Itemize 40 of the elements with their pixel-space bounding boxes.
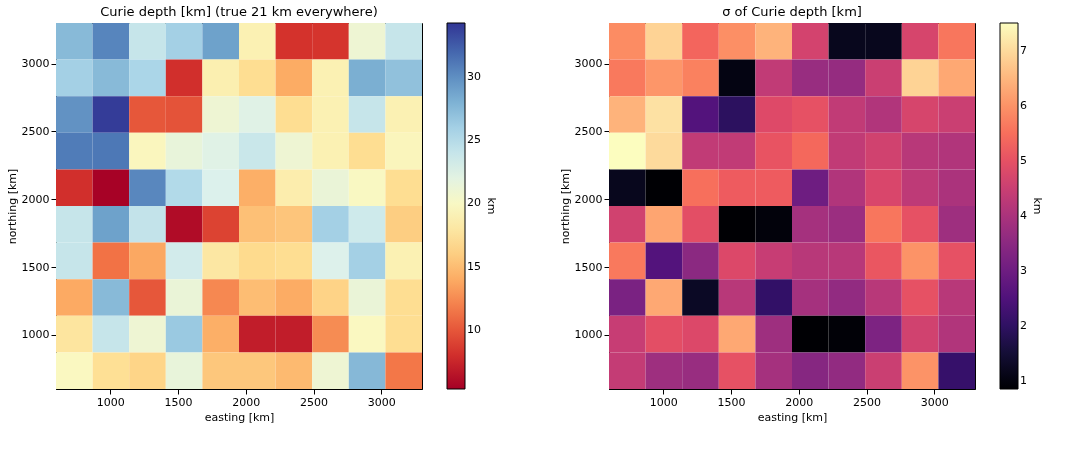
color-bar-label: 30 [467,70,481,84]
x-tick-label: 1000 [649,395,678,409]
x-tick-label: 3000 [367,395,396,409]
chart-title: σ of Curie depth [km] [722,4,862,19]
color-bar-label: 15 [467,259,481,273]
x-axis-title: easting [km] [757,410,828,424]
color-bar-label: 1 [1020,373,1027,387]
y-tick-label: 3000 [21,57,50,71]
color-bar-title: km [485,197,498,215]
x-tick-label: 2500 [853,395,882,409]
color-bar-label: 4 [1020,208,1027,222]
color-bar-label: 7 [1020,43,1027,57]
x-tick-label: 1500 [164,395,193,409]
color-bar-label: 3 [1020,263,1027,277]
color-bar-label: 6 [1020,98,1027,112]
color-bar-label: 20 [467,196,481,210]
x-tick-label: 1000 [96,395,125,409]
x-tick-label: 2000 [232,395,261,409]
chart-title: Curie depth [km] (true 21 km everywhere) [100,4,378,19]
y-tick-label: 2000 [21,192,50,206]
y-tick-label: 1000 [21,328,50,342]
color-bar-title: km [1031,197,1044,215]
y-tick-label: 1500 [574,260,603,274]
y-axis-title: northing [km] [558,168,572,245]
color-bar-label: 25 [467,133,481,147]
x-axis-title: easting [km] [204,410,275,424]
x-tick-label: 1500 [717,395,746,409]
y-tick-label: 2000 [574,192,603,206]
y-tick-label: 3000 [574,57,603,71]
y-tick-label: 1000 [574,328,603,342]
y-tick-label: 2500 [574,124,603,138]
y-tick-label: 1500 [21,260,50,274]
x-tick-label: 3000 [920,395,949,409]
color-bar-label: 10 [467,322,481,336]
color-bar-label: 5 [1020,153,1027,167]
y-axis-title: northing [km] [5,168,19,245]
x-tick-label: 2000 [785,395,814,409]
x-tick-label: 2500 [300,395,329,409]
color-bar-label: 2 [1020,318,1027,332]
y-tick-label: 2500 [21,124,50,138]
